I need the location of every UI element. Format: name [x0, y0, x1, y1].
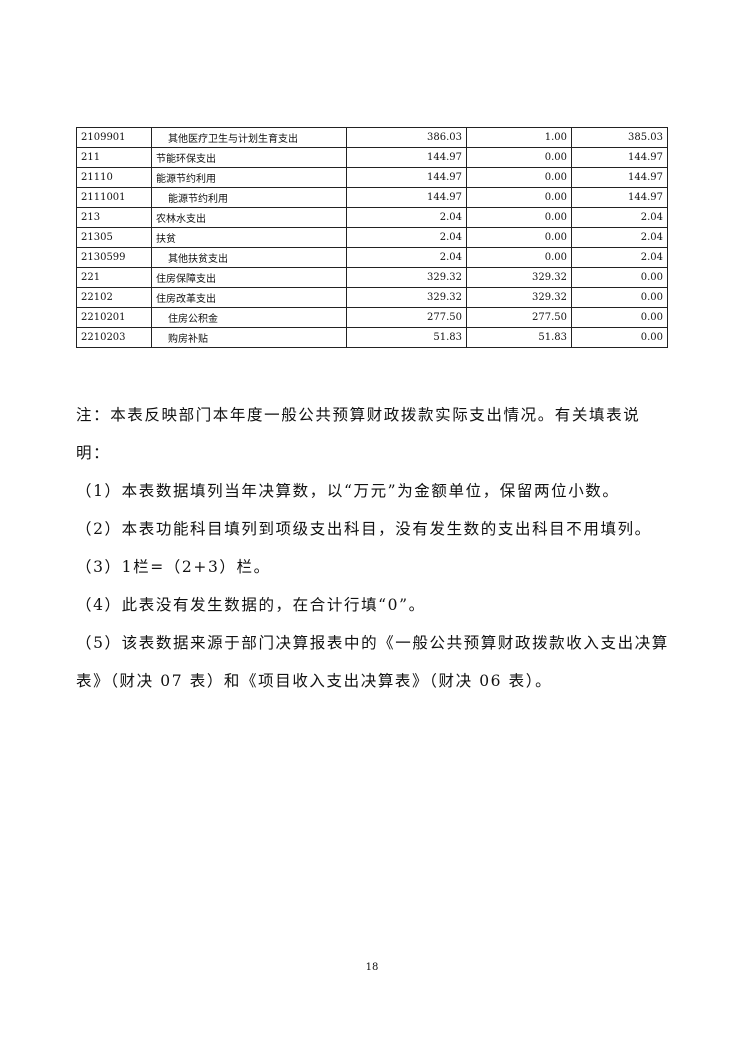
- cell-project: 2.04: [571, 207, 668, 228]
- cell-basic: 0.00: [466, 187, 572, 208]
- cell-name: 住房公积金: [151, 307, 347, 328]
- cell-project: 0.00: [571, 307, 668, 328]
- cell-project: 0.00: [571, 327, 668, 348]
- cell-code: 211: [76, 147, 152, 168]
- cell-name: 其他扶贫支出: [151, 247, 347, 268]
- cell-total: 144.97: [346, 147, 467, 168]
- cell-total: 329.32: [346, 267, 467, 288]
- cell-total: 51.83: [346, 327, 467, 348]
- cell-name: 能源节约利用: [151, 167, 347, 188]
- cell-basic: 0.00: [466, 147, 572, 168]
- table-row: 22102 住房改革支出 329.32 329.32 0.00: [76, 287, 668, 308]
- cell-total: 144.97: [346, 167, 467, 188]
- table-row: 21305 扶贫 2.04 0.00 2.04: [76, 227, 668, 248]
- cell-total: 386.03: [346, 127, 467, 148]
- cell-basic: 0.00: [466, 227, 572, 248]
- cell-basic: 329.32: [466, 287, 572, 308]
- note-intro: 注：本表反映部门本年度一般公共预算财政拨款实际支出情况。有关填表说明：: [76, 406, 641, 462]
- note-3: （3）1栏=（2+3）栏。: [76, 558, 271, 576]
- cell-project: 2.04: [571, 227, 668, 248]
- cell-project: 0.00: [571, 287, 668, 308]
- page-number: 18: [365, 962, 379, 973]
- table-row: 2210203 购房补贴 51.83 51.83 0.00: [76, 327, 668, 348]
- cell-code: 21305: [76, 227, 152, 248]
- cell-project: 144.97: [571, 167, 668, 188]
- cell-basic: 0.00: [466, 247, 572, 268]
- cell-code: 21110: [76, 167, 152, 188]
- cell-name: 扶贫: [151, 227, 347, 248]
- cell-project: 2.04: [571, 247, 668, 268]
- cell-project: 144.97: [571, 147, 668, 168]
- cell-code: 221: [76, 267, 152, 288]
- table-row: 2130599 其他扶贫支出 2.04 0.00 2.04: [76, 247, 668, 268]
- notes-section: 注：本表反映部门本年度一般公共预算财政拨款实际支出情况。有关填表说明： （1）本…: [76, 396, 672, 700]
- cell-name: 住房保障支出: [151, 267, 347, 288]
- cell-basic: 1.00: [466, 127, 572, 148]
- cell-basic: 0.00: [466, 207, 572, 228]
- cell-total: 277.50: [346, 307, 467, 328]
- cell-code: 2130599: [76, 247, 152, 268]
- expenditure-table: 2109901 其他医疗卫生与计划生育支出 386.03 1.00 385.03 211 节…: [76, 127, 668, 348]
- cell-name: 节能环保支出: [151, 147, 347, 168]
- cell-basic: 0.00: [466, 167, 572, 188]
- note-1: （1）本表数据填列当年决算数，以“万元”为金额单位，保留两位小数。: [76, 482, 620, 500]
- cell-basic: 277.50: [466, 307, 572, 328]
- cell-code: 213: [76, 207, 152, 228]
- cell-name: 能源节约利用: [151, 187, 347, 208]
- cell-name: 购房补贴: [151, 327, 347, 348]
- cell-code: 2109901: [76, 127, 152, 148]
- cell-project: 385.03: [571, 127, 668, 148]
- note-5: （5）该表数据来源于部门决算报表中的《一般公共预算财政拨款收入支出决算表》（财决…: [76, 634, 669, 690]
- cell-name: 其他医疗卫生与计划生育支出: [151, 127, 347, 148]
- cell-total: 2.04: [346, 207, 467, 228]
- note-2: （2）本表功能科目填列到项级支出科目，没有发生数的支出科目不用填列。: [76, 520, 652, 538]
- cell-name: 住房改革支出: [151, 287, 347, 308]
- table-row: 221 住房保障支出 329.32 329.32 0.00: [76, 267, 668, 288]
- cell-project: 0.00: [571, 267, 668, 288]
- cell-project: 144.97: [571, 187, 668, 208]
- cell-total: 2.04: [346, 247, 467, 268]
- cell-total: 329.32: [346, 287, 467, 308]
- cell-name: 农林水支出: [151, 207, 347, 228]
- table-row: 2109901 其他医疗卫生与计划生育支出 386.03 1.00 385.03: [76, 127, 668, 148]
- table-row: 211 节能环保支出 144.97 0.00 144.97: [76, 147, 668, 168]
- table-row: 2210201 住房公积金 277.50 277.50 0.00: [76, 307, 668, 328]
- cell-code: 2111001: [76, 187, 152, 208]
- cell-basic: 51.83: [466, 327, 572, 348]
- cell-total: 144.97: [346, 187, 467, 208]
- cell-code: 2210203: [76, 327, 152, 348]
- table-row: 21110 能源节约利用 144.97 0.00 144.97: [76, 167, 668, 188]
- table-row: 2111001 能源节约利用 144.97 0.00 144.97: [76, 187, 668, 208]
- note-4: （4）此表没有发生数据的，在合计行填“0”。: [76, 596, 426, 614]
- table-row: 213 农林水支出 2.04 0.00 2.04: [76, 207, 668, 228]
- cell-total: 2.04: [346, 227, 467, 248]
- cell-code: 22102: [76, 287, 152, 308]
- cell-code: 2210201: [76, 307, 152, 328]
- cell-basic: 329.32: [466, 267, 572, 288]
